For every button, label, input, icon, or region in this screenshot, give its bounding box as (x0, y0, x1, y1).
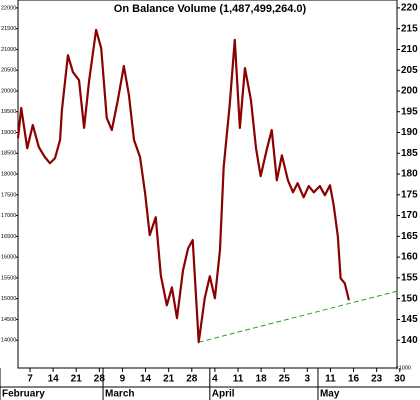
y2-tick-label: 15000 (1, 296, 16, 302)
y2-tick-label: 19500 (1, 109, 16, 115)
y2-tick-label: 22000 (1, 5, 16, 11)
x-tick-label: 7 (27, 374, 33, 385)
y2-tick-label: 17000 (1, 213, 16, 219)
y-tick-label: 140 (401, 335, 418, 346)
y-tick-label: 200 (401, 86, 418, 97)
y2-tick-label: 21000 (1, 47, 16, 53)
y-tick-label: 145 (401, 314, 418, 325)
x-tick-label: 3 (305, 374, 311, 385)
x-tick-label: 18 (256, 374, 268, 385)
x-tick-label: 16 (348, 374, 360, 385)
y-tick-label: 190 (401, 127, 418, 138)
month-label: May (320, 389, 340, 400)
y-tick-label: 210 (401, 44, 418, 55)
plot-frame (17, 0, 398, 369)
y-tick-label: 220 (401, 3, 418, 14)
y2-tick-label: 16000 (1, 255, 16, 261)
y-tick-label: 215 (401, 23, 418, 34)
y2-tick-label: 21500 (1, 26, 16, 32)
y-unit: x1000 (396, 365, 411, 371)
y-tick-label: 160 (401, 252, 418, 263)
y-tick-label: 150 (401, 293, 418, 304)
x-tick-label: 11 (325, 374, 336, 385)
y2-tick-label: 20000 (1, 88, 16, 94)
x-tick-label: 25 (279, 374, 291, 385)
trendline (198, 290, 398, 343)
month-label: March (105, 389, 134, 400)
x-tick-label: 14 (140, 374, 152, 385)
x-tick-label: 21 (163, 374, 175, 385)
y2-tick-label: 20500 (1, 68, 16, 74)
y2-tick-label: 18500 (1, 151, 16, 157)
month-label: February (2, 389, 45, 400)
y-tick-label: 155 (401, 273, 418, 284)
y2-tick-label: 17500 (1, 192, 16, 198)
x-tick-label: 9 (120, 374, 126, 385)
x-tick-label: 23 (371, 374, 383, 385)
y2-tick-label: 19000 (1, 130, 16, 136)
series-line (16, 28, 351, 344)
y-tick-label: 180 (401, 169, 418, 180)
y-tick-label: 205 (401, 65, 418, 76)
y-tick-label: 195 (401, 106, 418, 117)
y-tick-label: 165 (401, 231, 418, 242)
y-tick-label: 185 (401, 148, 418, 159)
x-tick-label: 14 (48, 374, 60, 385)
y2-tick-label: 15500 (1, 275, 16, 281)
x-tick-label: 28 (186, 374, 198, 385)
x-tick-label: 11 (233, 374, 244, 385)
chart-title: On Balance Volume (1,487,499,264.0) (114, 3, 307, 15)
x-tick-label: 28 (94, 374, 106, 385)
y-tick-label: 175 (401, 189, 418, 200)
x-tick-label: 4 (212, 374, 218, 385)
y2-tick-label: 14500 (1, 317, 16, 323)
y-tick-label: 170 (401, 210, 418, 221)
month-label: April (212, 389, 235, 400)
x-tick-label: 21 (71, 374, 83, 385)
y2-tick-label: 14000 (1, 338, 16, 344)
y2-tick-label: 18000 (1, 171, 16, 177)
x-tick-label: 30 (394, 374, 406, 385)
y2-tick-label: 16500 (1, 234, 16, 240)
